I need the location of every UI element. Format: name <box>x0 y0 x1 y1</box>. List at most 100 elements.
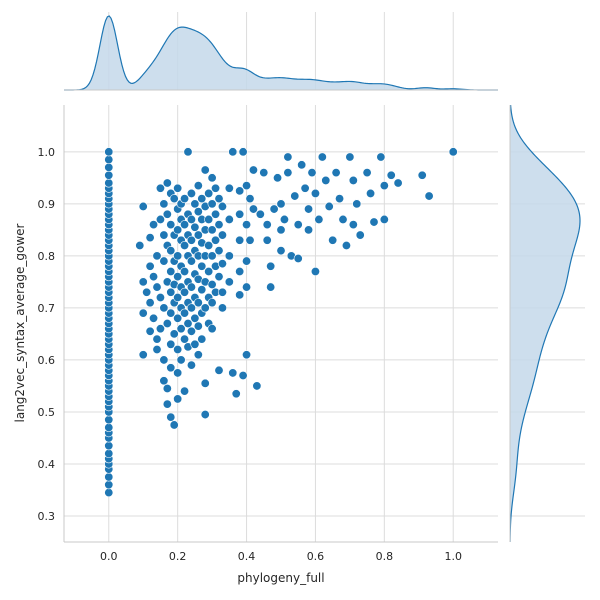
y-tick-label: 1.0 <box>38 146 56 159</box>
scatter-point <box>366 188 376 198</box>
scatter-point <box>180 194 190 204</box>
scatter-point <box>104 147 114 157</box>
scatter-point <box>245 235 255 245</box>
scatter-point <box>242 350 252 360</box>
scatter-point <box>338 214 348 224</box>
scatter-point <box>155 324 165 334</box>
scatter-point <box>235 209 245 219</box>
scatter-point <box>197 334 207 344</box>
scatter-point <box>173 183 183 193</box>
scatter-point <box>173 394 183 404</box>
scatter-points <box>104 147 458 498</box>
scatter-point <box>231 389 241 399</box>
scatter-point <box>204 266 214 276</box>
x-tick-label: 0.6 <box>307 550 325 563</box>
scatter-point <box>176 324 186 334</box>
scatter-point <box>166 412 176 422</box>
scatter-point <box>204 188 214 198</box>
scatter-point <box>169 420 179 430</box>
scatter-point <box>242 282 252 292</box>
scatter-point <box>345 152 355 162</box>
scatter-point <box>290 191 300 201</box>
scatter-point <box>310 188 320 198</box>
scatter-point <box>159 355 169 365</box>
scatter-point <box>207 225 217 235</box>
scatter-point <box>207 199 217 209</box>
scatter-point <box>193 350 203 360</box>
scatter-point <box>145 298 155 308</box>
scatter-point <box>276 199 286 209</box>
scatter-point <box>162 399 172 409</box>
scatter-point <box>200 410 210 420</box>
x-tick-label: 1.0 <box>444 550 462 563</box>
scatter-point <box>180 220 190 230</box>
y-tick-label: 0.4 <box>38 458 56 471</box>
scatter-point <box>207 173 217 183</box>
scatter-point <box>224 251 234 261</box>
scatter-point <box>152 251 162 261</box>
scatter-point <box>207 251 217 261</box>
scatter-point <box>252 381 262 391</box>
scatter-point <box>335 194 345 204</box>
scatter-point <box>186 303 196 313</box>
y-tick-label: 0.5 <box>38 406 56 419</box>
x-axis-label: phylogeny_full <box>237 571 324 585</box>
scatter-point <box>176 355 186 365</box>
scatter-point <box>166 220 176 230</box>
scatter-point <box>162 178 172 188</box>
scatter-point <box>190 313 200 323</box>
scatter-point <box>104 441 114 451</box>
scatter-point <box>186 282 196 292</box>
scatter-point <box>173 368 183 378</box>
scatter-point <box>173 272 183 282</box>
scatter-point <box>173 313 183 323</box>
scatter-point <box>173 225 183 235</box>
scatter-point <box>211 183 221 193</box>
scatter-point <box>238 371 248 381</box>
scatter-point <box>186 360 196 370</box>
scatter-point <box>145 233 155 243</box>
scatter-point <box>166 363 176 373</box>
scatter-point <box>180 308 190 318</box>
scatter-point <box>142 287 152 297</box>
scatter-point <box>214 365 224 375</box>
top-kde-line <box>64 15 498 91</box>
scatter-point <box>304 225 314 235</box>
scatter-point <box>162 209 172 219</box>
scatter-point <box>193 298 203 308</box>
scatter-point <box>235 235 245 245</box>
scatter-point <box>228 147 238 157</box>
y-tick-label: 0.3 <box>38 510 56 523</box>
scatter-point <box>155 183 165 193</box>
scatter-point <box>245 194 255 204</box>
scatter-point <box>217 303 227 313</box>
scatter-point <box>159 230 169 240</box>
scatter-point <box>104 480 114 490</box>
scatter-point <box>266 261 276 271</box>
scatter-point <box>207 298 217 308</box>
scatter-point <box>214 246 224 256</box>
scatter-point <box>283 168 293 178</box>
scatter-point <box>355 230 365 240</box>
scatter-point <box>149 220 159 230</box>
scatter-point <box>262 235 272 245</box>
scatter-point <box>159 303 169 313</box>
scatter-point <box>242 220 252 230</box>
scatter-point <box>173 251 183 261</box>
scatter-point <box>186 214 196 224</box>
scatter-point <box>180 266 190 276</box>
scatter-point <box>152 345 162 355</box>
scatter-point <box>417 170 427 180</box>
y-tick-label: 0.7 <box>38 302 56 315</box>
scatter-point <box>262 220 272 230</box>
y-tick-labels: 0.3 0.4 0.5 0.6 0.7 0.8 0.9 1.0 <box>38 146 56 523</box>
scatter-point <box>341 240 351 250</box>
scatter-point <box>217 259 227 269</box>
scatter-point <box>104 449 114 459</box>
scatter-point <box>104 415 114 425</box>
scatter-point <box>190 222 200 232</box>
scatter-point <box>155 214 165 224</box>
scatter-point <box>193 230 203 240</box>
scatter-point <box>324 201 334 211</box>
scatter-point <box>200 378 210 388</box>
